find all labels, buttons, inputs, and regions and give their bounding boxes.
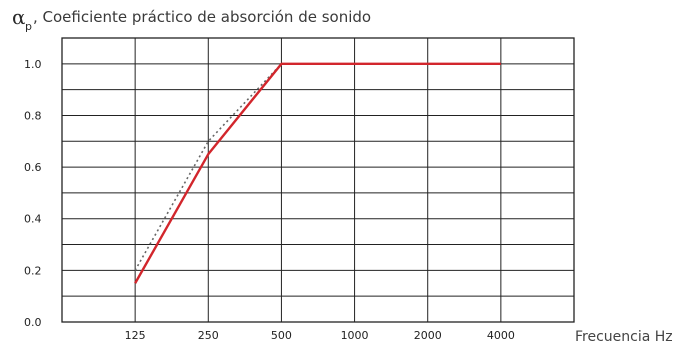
x-tick-label: 4000 — [487, 329, 515, 342]
x-tick-label: 125 — [125, 329, 146, 342]
plot-frame — [61, 37, 575, 323]
y-tick-label: 0.6 — [24, 161, 42, 174]
y-tick-label: 0.8 — [24, 109, 42, 122]
series-lines — [134, 62, 501, 284]
grid — [62, 38, 574, 322]
y-tick-label: 0.2 — [24, 264, 42, 277]
x-axis-label: Frecuencia Hz — [575, 329, 673, 345]
alpha-symbol: α — [12, 5, 26, 29]
y-tick-label: 1.0 — [24, 58, 42, 71]
alpha-subscript: p — [25, 20, 32, 33]
series-line-solid — [134, 62, 501, 284]
chart-title: , Coeficiente práctico de absorción de s… — [33, 8, 371, 26]
x-tick-label: 1000 — [341, 329, 369, 342]
x-tick-label: 500 — [271, 329, 292, 342]
x-axis-ticks: 125 250 500 1000 2000 4000 — [125, 329, 515, 342]
y-tick-label: 0.4 — [24, 213, 42, 226]
x-tick-label: 2000 — [414, 329, 442, 342]
y-tick-label: 0.0 — [24, 316, 42, 329]
x-tick-label: 250 — [198, 329, 219, 342]
y-axis-ticks: 0.0 0.2 0.4 0.6 0.8 1.0 — [24, 58, 42, 329]
